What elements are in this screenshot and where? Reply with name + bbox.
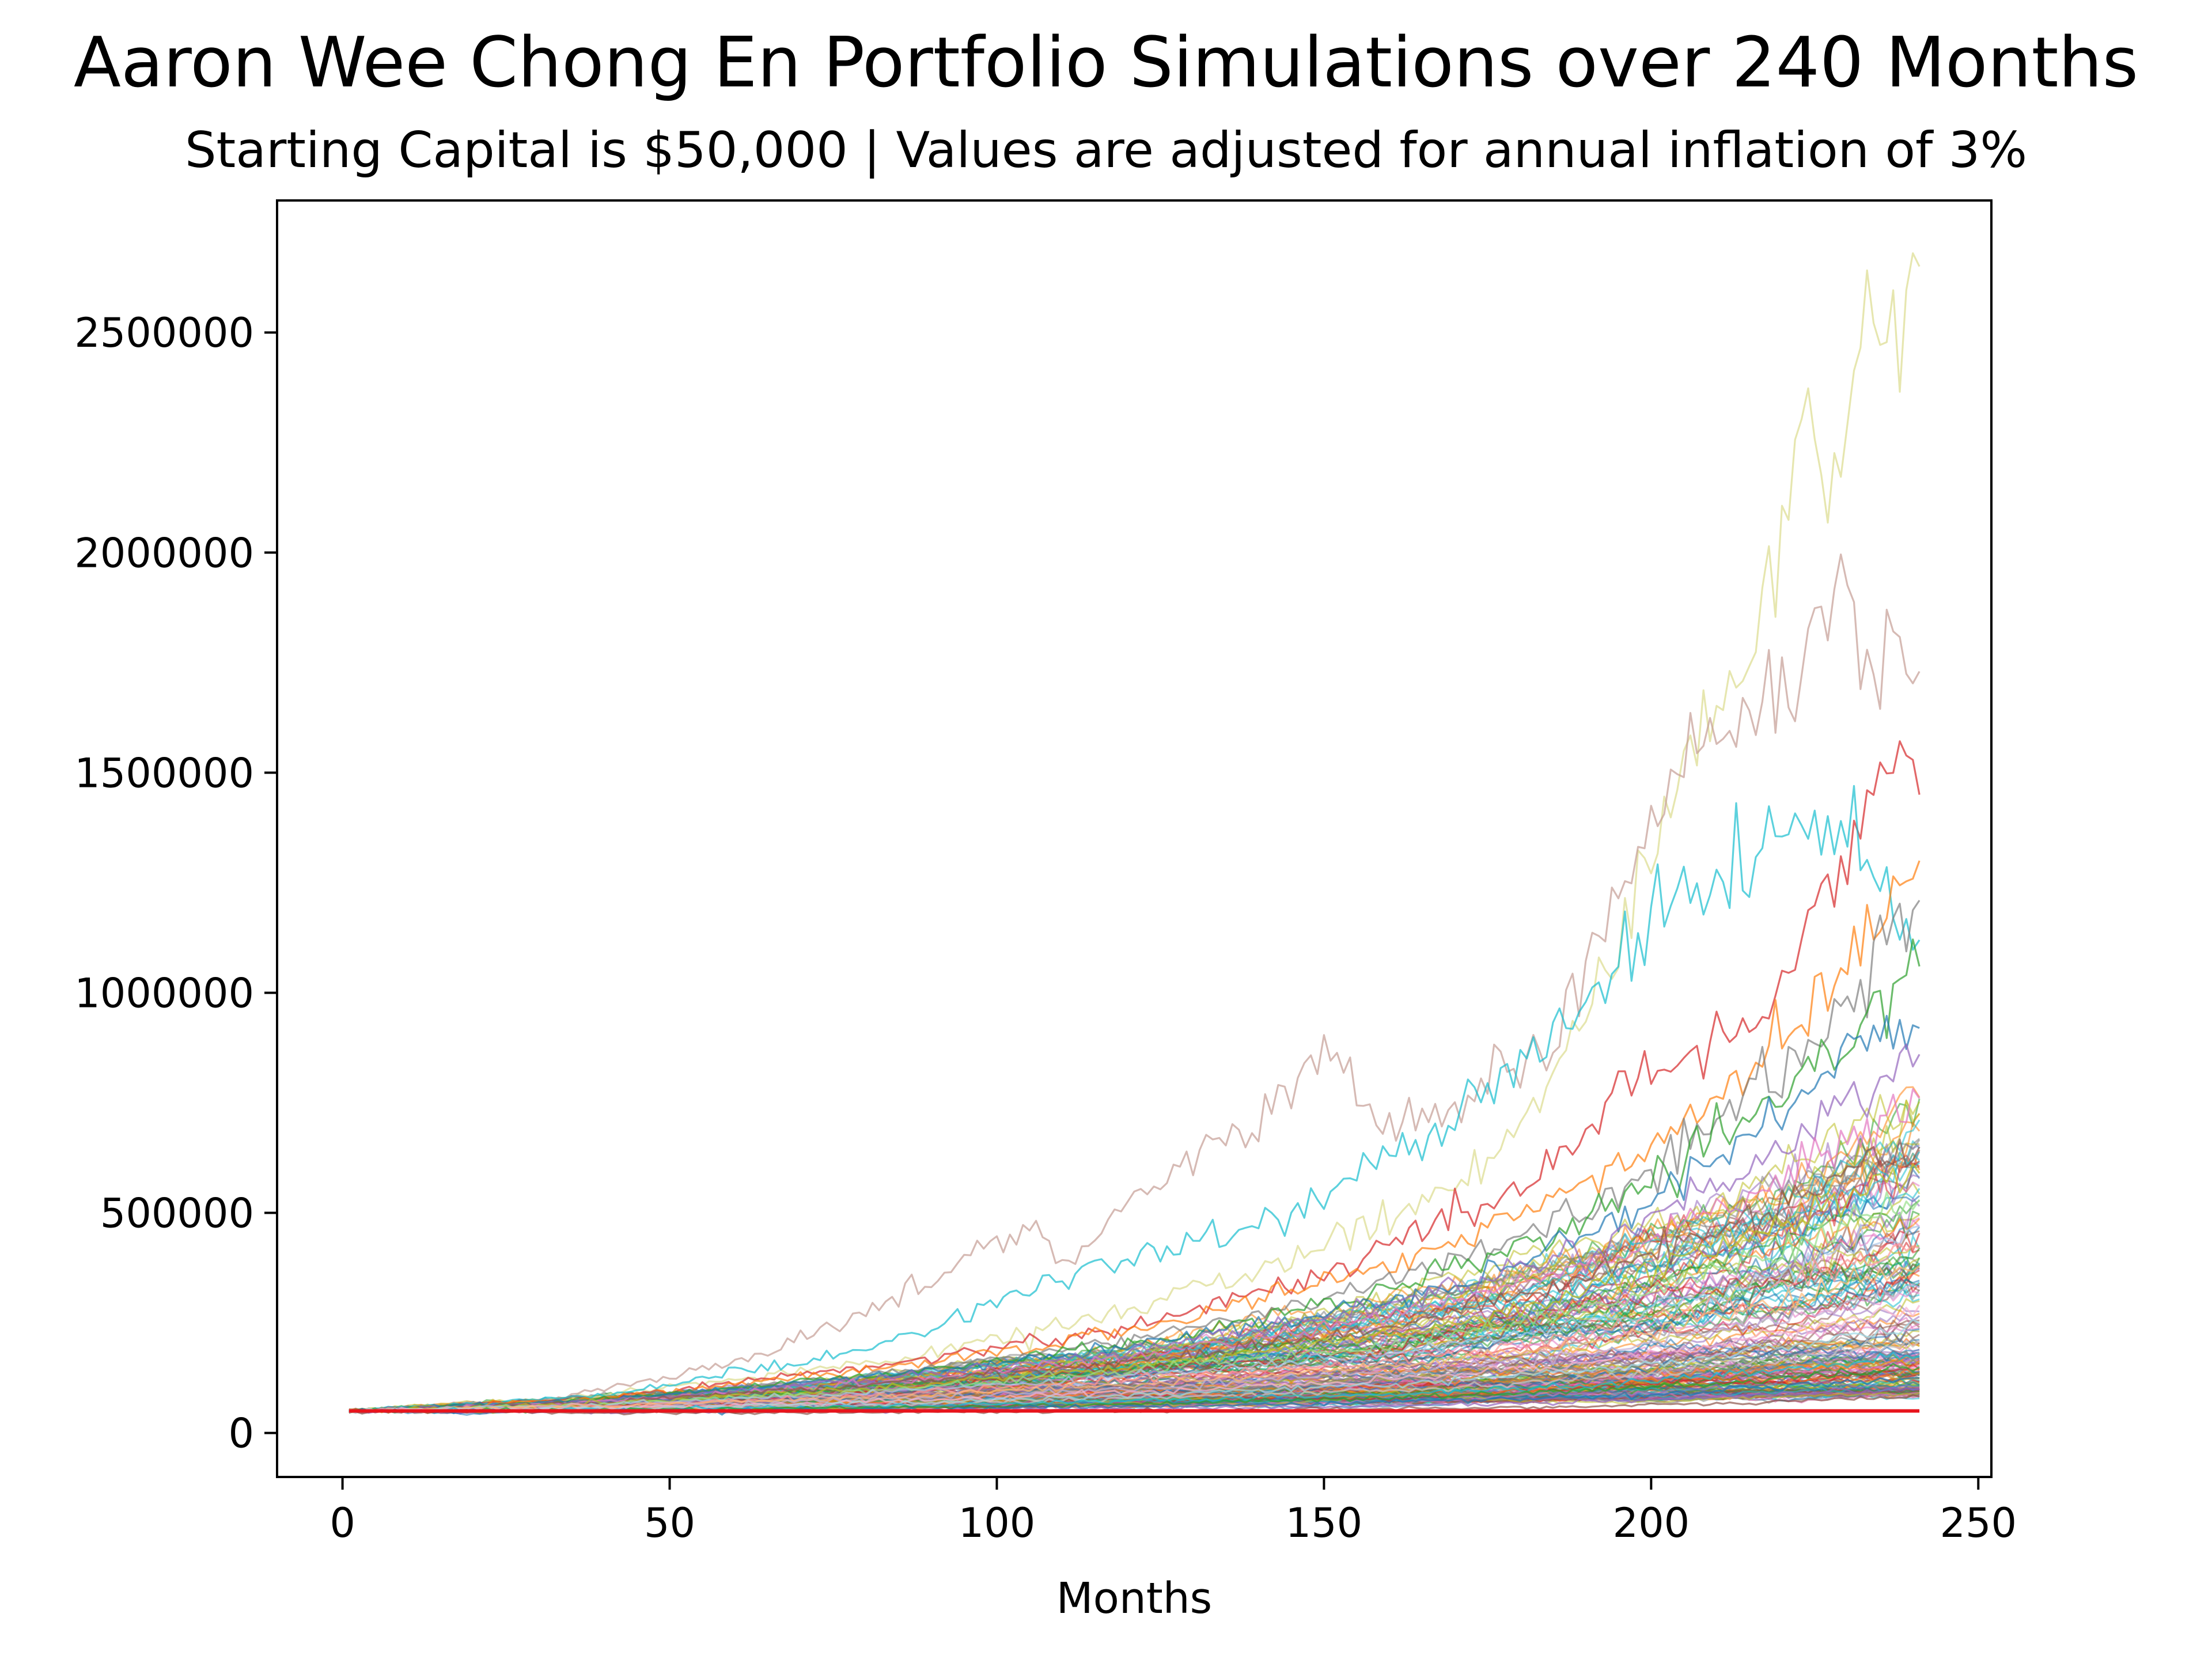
x-tick-label: 50 [644, 1499, 695, 1547]
simulation-line-5 [349, 860, 1921, 1414]
x-tick-label: 250 [1940, 1499, 2017, 1547]
simulation-line-11 [349, 1138, 1921, 1413]
simulation-line-10 [349, 1088, 1921, 1413]
y-tick-label: 1000000 [74, 969, 254, 1017]
simulation-line-20 [349, 1339, 1921, 1414]
x-tick-label: 100 [959, 1499, 1036, 1547]
chart-title: Aaron Wee Chong En Portfolio Simulations… [74, 23, 2138, 103]
simulation-line-15 [349, 1243, 1920, 1414]
simulation-line-18 [349, 1305, 1921, 1414]
y-tick-label: 0 [228, 1410, 254, 1457]
y-tick-label: 2500000 [74, 309, 254, 357]
x-tick-label: 200 [1613, 1499, 1690, 1547]
plot-frame [276, 199, 1993, 1478]
x-tick-label: 0 [329, 1499, 355, 1547]
x-axis: 0 50 100 150 200 250 [329, 1477, 2017, 1547]
simulation-line-1 [349, 252, 1921, 1412]
y-tick-label: 500000 [100, 1190, 254, 1237]
simulation-lines [349, 252, 1921, 1416]
y-tick-label: 2000000 [74, 529, 254, 577]
chart-subtitle: Starting Capital is $50,000 | Values are… [185, 122, 2027, 179]
plot-area [276, 199, 1993, 1478]
simulation-line-14 [349, 1223, 1920, 1412]
x-tick-label: 150 [1286, 1499, 1363, 1547]
simulation-line-2 [349, 553, 1921, 1414]
y-axis: 0 500000 1000000 1500000 2000000 2500000 [74, 309, 277, 1457]
y-tick-label: 1500000 [74, 749, 254, 797]
x-axis-label: Months [1056, 1574, 1213, 1623]
